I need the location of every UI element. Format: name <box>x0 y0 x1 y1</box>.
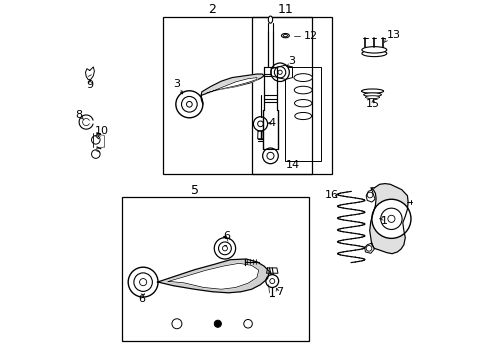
Circle shape <box>134 273 152 291</box>
Circle shape <box>214 320 221 327</box>
Circle shape <box>214 238 235 259</box>
Text: 3: 3 <box>173 78 180 89</box>
Ellipse shape <box>283 35 287 37</box>
Circle shape <box>257 121 263 127</box>
Text: 16: 16 <box>324 190 338 200</box>
Circle shape <box>277 70 282 75</box>
Circle shape <box>186 102 192 107</box>
Circle shape <box>176 91 203 118</box>
Ellipse shape <box>293 74 312 81</box>
Text: 11: 11 <box>277 3 293 16</box>
Ellipse shape <box>361 89 383 93</box>
Circle shape <box>366 192 372 198</box>
Circle shape <box>380 208 401 229</box>
Circle shape <box>387 215 394 222</box>
Circle shape <box>366 246 371 251</box>
Ellipse shape <box>365 96 379 99</box>
Ellipse shape <box>268 16 272 23</box>
Text: 4: 4 <box>268 118 275 128</box>
Circle shape <box>262 148 278 164</box>
Circle shape <box>371 199 410 238</box>
Polygon shape <box>168 263 258 289</box>
Text: 12: 12 <box>303 31 317 41</box>
Text: 6: 6 <box>138 294 144 304</box>
Circle shape <box>270 63 289 81</box>
Circle shape <box>91 136 100 144</box>
Polygon shape <box>201 74 264 95</box>
Circle shape <box>91 150 100 158</box>
Ellipse shape <box>294 86 311 94</box>
Circle shape <box>265 275 278 288</box>
Circle shape <box>244 319 252 328</box>
Bar <box>251 17 331 174</box>
Ellipse shape <box>363 93 381 96</box>
Text: 3: 3 <box>288 55 295 66</box>
Circle shape <box>172 319 182 329</box>
Bar <box>285 67 320 161</box>
Ellipse shape <box>294 99 311 107</box>
Text: 5: 5 <box>190 184 198 197</box>
Circle shape <box>218 242 231 255</box>
Circle shape <box>128 267 158 297</box>
Text: 8: 8 <box>75 110 82 120</box>
Text: 6: 6 <box>223 231 230 241</box>
Bar <box>163 17 311 174</box>
Text: 14: 14 <box>285 160 299 170</box>
Circle shape <box>181 96 197 112</box>
Ellipse shape <box>361 50 386 57</box>
Polygon shape <box>157 259 269 293</box>
Text: 10: 10 <box>94 126 108 136</box>
Text: 7: 7 <box>276 287 283 297</box>
Text: 13: 13 <box>386 30 400 40</box>
Ellipse shape <box>281 33 289 38</box>
Circle shape <box>266 152 273 159</box>
Circle shape <box>253 117 267 131</box>
Circle shape <box>139 279 146 286</box>
Circle shape <box>269 279 274 284</box>
Text: 15: 15 <box>366 99 380 109</box>
Text: 1: 1 <box>380 216 386 226</box>
Circle shape <box>222 246 227 251</box>
Text: 2: 2 <box>208 3 216 16</box>
Ellipse shape <box>294 112 311 120</box>
Circle shape <box>274 67 285 78</box>
Text: 9: 9 <box>86 80 94 90</box>
Bar <box>122 197 308 341</box>
Ellipse shape <box>361 47 386 53</box>
Polygon shape <box>207 78 256 93</box>
Polygon shape <box>369 184 407 254</box>
